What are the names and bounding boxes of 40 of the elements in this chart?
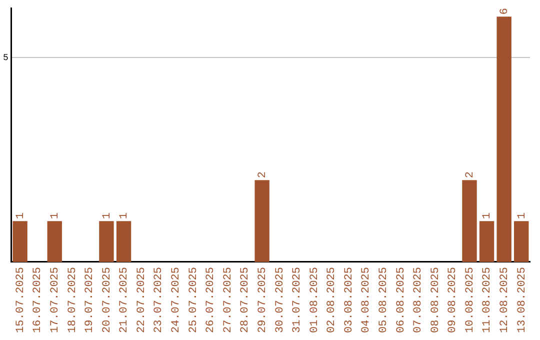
data-label: 1 xyxy=(516,212,528,220)
x-tick-label: 22.07.2025 xyxy=(136,266,148,334)
y-tick-label: 5 xyxy=(2,52,8,63)
data-label: 2 xyxy=(464,172,476,178)
x-tick-label: 28.07.2025 xyxy=(240,266,252,334)
x-tick-label: 15.07.2025 xyxy=(14,266,27,334)
data-label: 6 xyxy=(498,8,511,15)
x-tick-label: 21.07.2025 xyxy=(118,266,131,334)
x-tick-label: 25.07.2025 xyxy=(188,266,200,334)
x-tick-label: 10.08.2025 xyxy=(464,266,476,334)
data-label: 1 xyxy=(482,212,494,220)
x-tick-label: 13.08.2025 xyxy=(516,266,528,334)
x-tick-label: 06.08.2025 xyxy=(395,266,408,334)
data-label: 1 xyxy=(101,212,114,220)
x-tick-label: 09.08.2025 xyxy=(447,266,460,334)
data-label: 2 xyxy=(256,172,269,178)
x-tick-label: 03.08.2025 xyxy=(343,266,356,334)
x-tick-label: 17.07.2025 xyxy=(50,266,62,334)
data-label: 1 xyxy=(50,212,62,220)
x-tick-label: 07.08.2025 xyxy=(412,266,425,334)
x-tick-label: 29.07.2025 xyxy=(256,266,269,334)
x-tick-label: 02.08.2025 xyxy=(326,266,338,334)
x-tick-label: 26.07.2025 xyxy=(205,266,218,334)
x-tick-label: 18.07.2025 xyxy=(66,266,79,334)
x-tick-label: 27.07.2025 xyxy=(222,266,234,334)
x-tick-label: 08.08.2025 xyxy=(430,266,442,334)
data-label: 1 xyxy=(14,212,27,220)
x-tick-label: 30.07.2025 xyxy=(274,266,286,334)
x-tick-label: 11.08.2025 xyxy=(482,266,494,334)
x-tick-label: 20.07.2025 xyxy=(101,266,114,334)
data-label: 1 xyxy=(118,212,131,220)
x-tick-label: 16.07.2025 xyxy=(32,266,44,334)
x-tick-label: 24.07.2025 xyxy=(170,266,183,334)
x-tick-label: 04.08.2025 xyxy=(360,266,373,334)
x-tick-label: 05.08.2025 xyxy=(378,266,390,334)
x-tick-label: 31.07.2025 xyxy=(292,266,304,334)
x-tick-label: 23.07.2025 xyxy=(153,266,166,334)
x-tick-label: 12.08.2025 xyxy=(498,266,511,334)
x-tick-label: 01.08.2025 xyxy=(308,266,321,334)
x-tick-label: 19.07.2025 xyxy=(84,266,96,334)
